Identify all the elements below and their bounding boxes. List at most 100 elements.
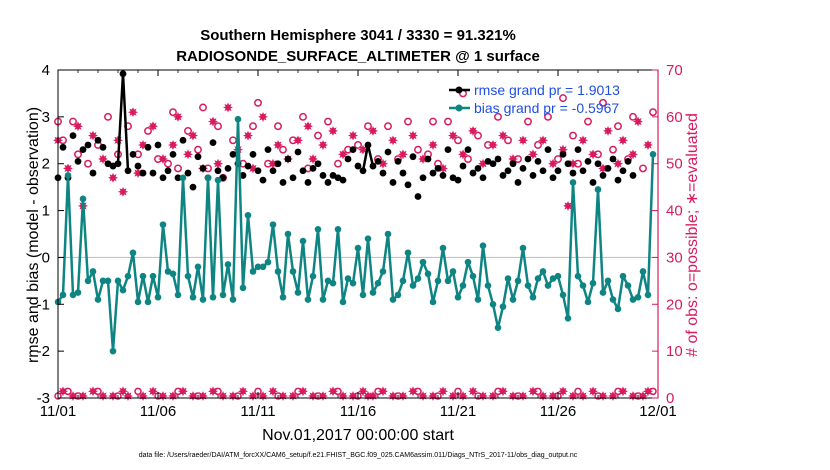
y-right-tick-label: 50 (666, 156, 683, 173)
obs-evaluated-marker (318, 391, 328, 401)
rmse-marker (554, 167, 562, 175)
obs-possible-marker (84, 159, 92, 168)
bias-marker (244, 211, 252, 219)
rmse-marker (429, 169, 437, 177)
bias-marker (189, 293, 197, 301)
obs-evaluated-marker (603, 125, 613, 136)
rmse-marker (624, 157, 632, 165)
bias-marker (384, 230, 392, 238)
obs-possible-marker (494, 112, 502, 121)
bias-marker (299, 237, 307, 245)
obs-possible-marker (169, 108, 177, 117)
rmse-marker (479, 174, 487, 182)
bias-marker (264, 258, 272, 266)
obs-evaluated-marker (328, 386, 338, 397)
rmse-marker (524, 155, 532, 163)
obs-evaluated-marker (348, 130, 358, 141)
bias-marker (524, 282, 532, 289)
y-axis-label-left: rmse and bias (model - observation) (25, 107, 42, 363)
bias-marker (139, 272, 147, 280)
bias-marker (609, 296, 617, 303)
obs-possible-marker (164, 159, 172, 168)
rmse-marker (409, 153, 417, 161)
obs-evaluated-marker (148, 121, 158, 132)
bias-marker (194, 263, 202, 271)
obs-evaluated-marker (508, 391, 518, 401)
y-right-tick-label: 0 (666, 390, 674, 407)
bias-marker (314, 226, 322, 233)
obs-evaluated-marker (228, 391, 238, 401)
bias-marker (69, 291, 77, 299)
obs-evaluated-marker (598, 391, 608, 401)
bias-marker (334, 226, 342, 233)
obs-evaluated-marker (408, 130, 418, 141)
rmse-marker (169, 150, 177, 158)
obs-evaluated-marker (108, 172, 118, 183)
bias-marker (284, 230, 292, 238)
obs-possible-marker (184, 126, 192, 135)
rmse-marker (469, 169, 477, 177)
obs-possible-marker (299, 112, 307, 121)
bias-marker (169, 270, 177, 278)
obs-evaluated-marker (108, 391, 118, 401)
bias-marker (519, 244, 527, 252)
rmse-marker (314, 160, 322, 168)
data-file-footnote: data file: /Users/raeder/DAI/ATM_forcXX/… (139, 452, 578, 459)
obs-possible-marker (104, 112, 112, 121)
bias-marker (619, 272, 627, 280)
obs-possible-marker (584, 117, 592, 126)
x-tick-label: 11/21 (440, 403, 476, 420)
obs-evaluated-marker (178, 386, 188, 397)
rmse-marker (579, 167, 587, 175)
rmse-marker (214, 167, 222, 175)
bias-marker (599, 289, 607, 296)
obs-evaluated-marker (578, 391, 588, 401)
legend-bias-marker (455, 104, 463, 112)
rmse-marker (159, 174, 167, 182)
bias-marker (204, 174, 212, 182)
bias-marker (584, 298, 592, 306)
rmse-marker (344, 155, 352, 163)
obs-evaluated-marker (518, 135, 528, 146)
rmse-marker (289, 174, 297, 182)
bias-marker (119, 286, 127, 294)
obs-evaluated-marker (563, 200, 573, 211)
rmse-marker (89, 169, 97, 177)
obs-evaluated-marker (628, 149, 638, 160)
bias-marker (89, 268, 97, 275)
rmse-marker (134, 162, 142, 170)
obs-evaluated-marker (378, 386, 388, 397)
rmse-marker (254, 167, 262, 175)
obs-evaluated-marker (238, 386, 248, 397)
rmse-marker (129, 150, 137, 158)
rmse-marker (614, 176, 622, 184)
bias-marker (104, 277, 112, 285)
obs-possible-marker (249, 122, 257, 131)
bias-marker (344, 275, 352, 282)
obs-evaluated-marker (498, 130, 508, 141)
obs-evaluated-marker (428, 140, 438, 150)
bias-marker (164, 268, 172, 275)
bias-marker (579, 282, 587, 289)
bias-marker (464, 258, 472, 266)
obs-evaluated-marker (73, 121, 83, 132)
bias-marker (434, 277, 442, 285)
bias-marker (444, 277, 452, 285)
rmse-marker (99, 143, 107, 151)
obs-possible-marker (414, 145, 422, 154)
bias-marker (604, 277, 612, 285)
bias-marker (594, 186, 602, 193)
rmse-marker (374, 157, 382, 165)
obs-evaluated-marker (58, 386, 68, 397)
legend-rmse-marker (455, 86, 463, 94)
obs-evaluated-marker (398, 391, 408, 401)
obs-evaluated-marker (498, 386, 508, 397)
rmse-marker (629, 172, 637, 179)
obs-possible-marker (174, 164, 182, 173)
obs-evaluated-marker (458, 149, 468, 160)
bias-marker (529, 293, 537, 301)
bias-marker (634, 293, 642, 301)
obs-possible-marker (554, 155, 562, 163)
bias-marker (149, 272, 157, 280)
obs-evaluated-marker (243, 130, 253, 141)
